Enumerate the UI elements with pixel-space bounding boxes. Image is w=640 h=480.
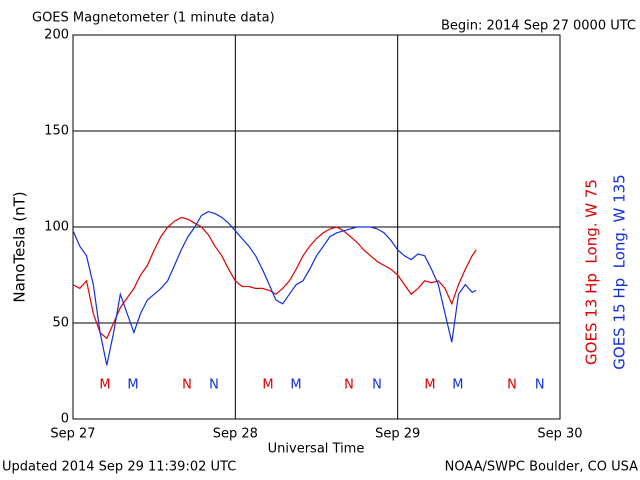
y-tick-label: 100: [44, 220, 69, 235]
marker-label: N: [507, 378, 517, 393]
marker-label: M: [452, 378, 463, 393]
legend-entry: GOES 15 Hp Long. W 135: [611, 174, 629, 369]
x-tick-label: Sep 29: [375, 427, 420, 442]
marker-label: N: [344, 378, 354, 393]
chart-title: GOES Magnetometer (1 minute data): [32, 11, 275, 26]
marker-label: N: [535, 378, 545, 393]
chart-subtitle: Begin: 2014 Sep 27 0000 UTC: [441, 19, 636, 34]
x-axis-label: Universal Time: [268, 442, 365, 457]
x-tick-label: Sep 30: [537, 427, 582, 442]
marker-label: M: [99, 378, 110, 393]
marker-label: M: [127, 378, 138, 393]
x-tick-label: Sep 28: [213, 427, 258, 442]
footer-right: NOAA/SWPC Boulder, CO USA: [445, 460, 638, 475]
y-tick-label: 200: [44, 28, 69, 43]
y-axis-label: NanoTesla (nT): [11, 191, 29, 302]
footer-left: Updated 2014 Sep 29 11:39:02 UTC: [2, 460, 236, 475]
marker-label: M: [262, 378, 273, 393]
series-line: [72, 216, 477, 340]
legend-entry: GOES 13 Hp Long. W 75: [583, 179, 601, 365]
series-line: [72, 210, 477, 366]
marker-label: M: [290, 378, 301, 393]
marker-label: N: [209, 378, 219, 393]
y-tick-label: 150: [44, 124, 69, 139]
marker-label: N: [182, 378, 192, 393]
marker-label: M: [424, 378, 435, 393]
y-tick-label: 0: [61, 412, 69, 427]
marker-label: N: [372, 378, 382, 393]
y-tick-label: 50: [52, 316, 69, 331]
x-tick-label: Sep 27: [50, 427, 95, 442]
plot-frame: [72, 34, 561, 420]
